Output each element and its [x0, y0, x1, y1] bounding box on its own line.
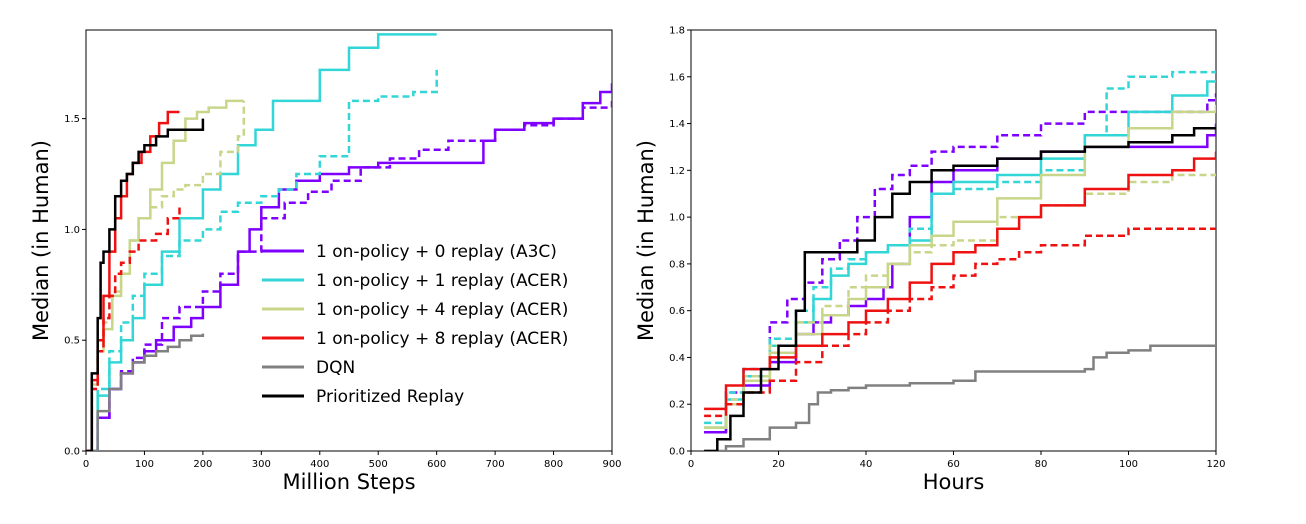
legend-label: 1 on-policy + 1 replay (ACER): [316, 271, 568, 291]
series-line-acer4-dashed: [86, 100, 246, 451]
legend-label: DQN: [316, 358, 355, 378]
x-tick-label: 100: [1119, 459, 1138, 470]
series-line-acer8: [86, 110, 180, 451]
legend-label: 1 on-policy + 0 replay (A3C): [316, 242, 557, 262]
series-line-acer8-dashed: [704, 227, 1216, 418]
y-tick-label: 0.5: [64, 336, 80, 347]
y-tick-label: 0.4: [669, 353, 685, 364]
x-tick-label: 120: [1206, 459, 1225, 470]
series-line-acer4: [704, 104, 1216, 429]
y-tick-label: 0.6: [669, 306, 685, 317]
x-tick-label: 400: [310, 459, 329, 470]
series-line-acer8: [704, 151, 1216, 411]
series-line-acer4-dashed: [704, 173, 1216, 429]
x-tick-label: 800: [544, 459, 563, 470]
x-tick-label: 60: [947, 459, 960, 470]
left-chart-panel: 0 100 200 300 400 500 600 700 800 900 0.0 0.5 1.0 1.5…: [29, 29, 622, 494]
x-tick-label: 300: [252, 459, 271, 470]
series-line-acer1-dashed: [704, 70, 1216, 425]
x-tick-label: 40: [860, 459, 873, 470]
x-tick-label: 500: [369, 459, 388, 470]
right-chart-panel: 0 20 40 60 80 100 120 0.0 0.2 0.4 0.6 0.8 1.0 1.2 1.4 1…: [634, 26, 1226, 495]
series-line-prioritized: [704, 126, 1216, 451]
series-line-dqn: [86, 333, 205, 451]
y-tick-label: 1.6: [669, 72, 685, 83]
y-tick-label: 0.2: [669, 400, 685, 411]
x-tick-label: 20: [772, 459, 785, 470]
series-line-dqn: [704, 344, 1216, 451]
series-line-a3c: [704, 123, 1216, 434]
y-tick-label: 1.5: [64, 114, 80, 125]
y-axis-label: Median (in Human): [634, 140, 658, 341]
legend-label: Prioritized Replay: [316, 387, 464, 407]
series-line-prioritized: [86, 118, 205, 451]
x-tick-label: 80: [1035, 459, 1048, 470]
legend: 1 on-policy + 0 replay (A3C) 1 on-policy …: [262, 242, 568, 407]
y-tick-label: 1.2: [669, 166, 685, 177]
series-line-a3c-dashed: [704, 93, 1216, 434]
y-tick-label: 1.0: [669, 213, 685, 224]
y-tick-label: 0.0: [64, 447, 80, 458]
x-tick-label: 700: [486, 459, 505, 470]
y-tick-label: 1.4: [669, 119, 685, 130]
series-line-acer1: [704, 80, 1216, 429]
y-axis-label: Median (in Human): [29, 140, 53, 341]
legend-label: 1 on-policy + 8 replay (ACER): [316, 329, 568, 349]
x-axis-label: Hours: [923, 470, 985, 494]
series-line-acer1: [86, 33, 437, 451]
x-axis-label: Million Steps: [282, 470, 415, 494]
x-tick-label: 0: [688, 459, 694, 470]
x-tick-label: 600: [427, 459, 446, 470]
y-tick-label: 0.0: [669, 447, 685, 458]
y-tick-label: 0.8: [669, 259, 685, 270]
x-tick-label: 100: [135, 459, 154, 470]
legend-label: 1 on-policy + 4 replay (ACER): [316, 300, 568, 320]
y-tick-label: 1.8: [669, 26, 685, 37]
y-tick-label: 1.0: [64, 225, 80, 236]
plot-frame: [85, 29, 613, 452]
x-tick-label: 0: [83, 459, 89, 470]
x-tick-label: 200: [193, 459, 212, 470]
x-tick-label: 900: [602, 459, 621, 470]
